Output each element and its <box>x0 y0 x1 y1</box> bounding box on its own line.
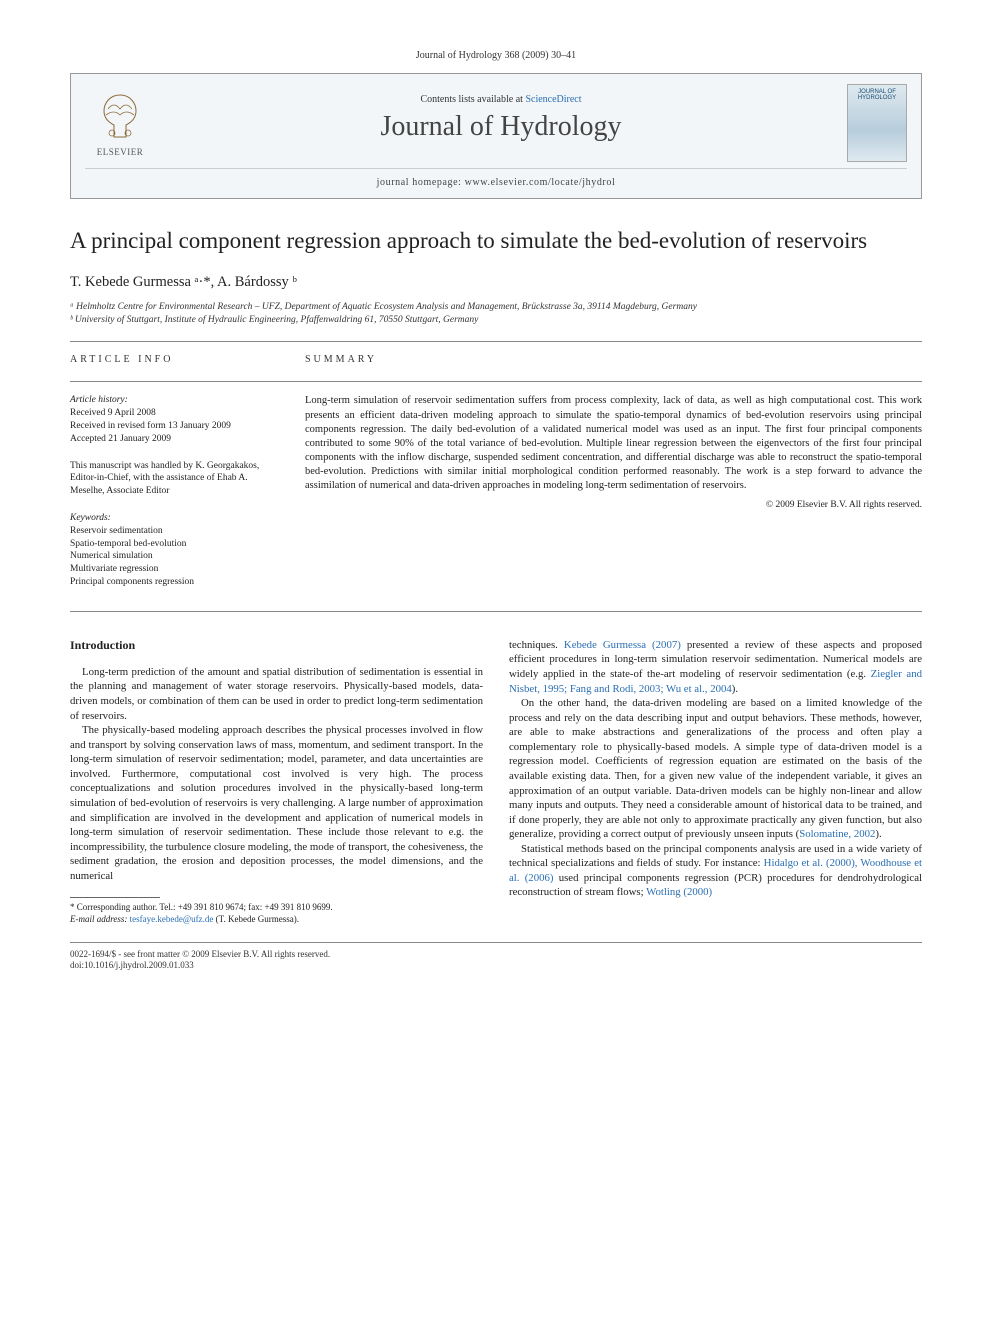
history-accepted: Accepted 21 January 2009 <box>70 433 275 446</box>
corr-author-line: * Corresponding author. Tel.: +49 391 81… <box>70 902 483 914</box>
history-head: Article history: <box>70 394 275 407</box>
editor-note: This manuscript was handled by K. Georga… <box>70 460 275 498</box>
introduction-heading: Introduction <box>70 638 483 653</box>
elsevier-tree-icon <box>92 89 148 145</box>
intro-p3: techniques. Kebede Gurmessa (2007) prese… <box>509 638 922 696</box>
article-history: Article history: Received 9 April 2008 R… <box>70 394 275 445</box>
body-columns: Introduction Long-term prediction of the… <box>70 638 922 926</box>
journal-title: Journal of Hydrology <box>155 111 847 143</box>
footnote-separator <box>70 897 160 898</box>
intro-p4: On the other hand, the data-driven model… <box>509 696 922 842</box>
keyword-3: Numerical simulation <box>70 550 275 563</box>
keyword-4: Multivariate regression <box>70 563 275 576</box>
affiliation-a: ᵃ Helmholtz Centre for Environmental Res… <box>70 301 922 314</box>
sciencedirect-link[interactable]: ScienceDirect <box>525 94 581 105</box>
divider-top <box>70 341 922 342</box>
contents-available-line: Contents lists available at ScienceDirec… <box>155 94 847 105</box>
history-revised: Received in revised form 13 January 2009 <box>70 420 275 433</box>
intro-p5: Statistical methods based on the princip… <box>509 842 922 900</box>
email-label: E-mail address: <box>70 914 127 924</box>
summary-label: SUMMARY <box>305 354 922 365</box>
divider-bottom-info <box>70 611 922 612</box>
keywords-head: Keywords: <box>70 512 275 525</box>
left-column: Introduction Long-term prediction of the… <box>70 638 483 926</box>
journal-cover-thumbnail: JOURNAL OF HYDROLOGY <box>847 84 907 162</box>
publisher-name: ELSEVIER <box>97 147 144 157</box>
affiliations: ᵃ Helmholtz Centre for Environmental Res… <box>70 301 922 328</box>
email-whom: (T. Kebede Gurmessa). <box>216 914 299 924</box>
publisher-logo: ELSEVIER <box>85 84 155 162</box>
history-received: Received 9 April 2008 <box>70 407 275 420</box>
journal-header: ELSEVIER Contents lists available at Sci… <box>70 73 922 199</box>
authors: T. Kebede Gurmessa ᵃ·*, A. Bárdossy ᵇ <box>70 274 922 291</box>
corresponding-author-footnote: * Corresponding author. Tel.: +49 391 81… <box>70 902 483 925</box>
keyword-5: Principal components regression <box>70 576 275 589</box>
affiliation-b: ᵇ University of Stuttgart, Institute of … <box>70 314 922 327</box>
article-info-label: ARTICLE INFO <box>70 354 275 365</box>
keywords: Keywords: Reservoir sedimentation Spatio… <box>70 512 275 589</box>
intro-p1: Long-term prediction of the amount and s… <box>70 665 483 723</box>
divider-info <box>70 381 922 382</box>
contents-prefix: Contents lists available at <box>420 94 525 105</box>
journal-homepage: journal homepage: www.elsevier.com/locat… <box>85 168 907 188</box>
footer-bar: 0022-1694/$ - see front matter © 2009 El… <box>70 942 922 972</box>
summary-text: Long-term simulation of reservoir sedime… <box>305 394 922 493</box>
keyword-2: Spatio-temporal bed-evolution <box>70 538 275 551</box>
copyright: © 2009 Elsevier B.V. All rights reserved… <box>305 500 922 510</box>
doi-line: doi:10.1016/j.jhydrol.2009.01.033 <box>70 960 922 972</box>
top-citation: Journal of Hydrology 368 (2009) 30–41 <box>70 50 922 61</box>
email-address[interactable]: tesfaye.kebede@ufz.de <box>130 914 214 924</box>
issn-line: 0022-1694/$ - see front matter © 2009 El… <box>70 949 922 961</box>
article-title: A principal component regression approac… <box>70 227 922 256</box>
right-column: techniques. Kebede Gurmessa (2007) prese… <box>509 638 922 926</box>
intro-p2: The physically-based modeling approach d… <box>70 723 483 883</box>
keyword-1: Reservoir sedimentation <box>70 525 275 538</box>
